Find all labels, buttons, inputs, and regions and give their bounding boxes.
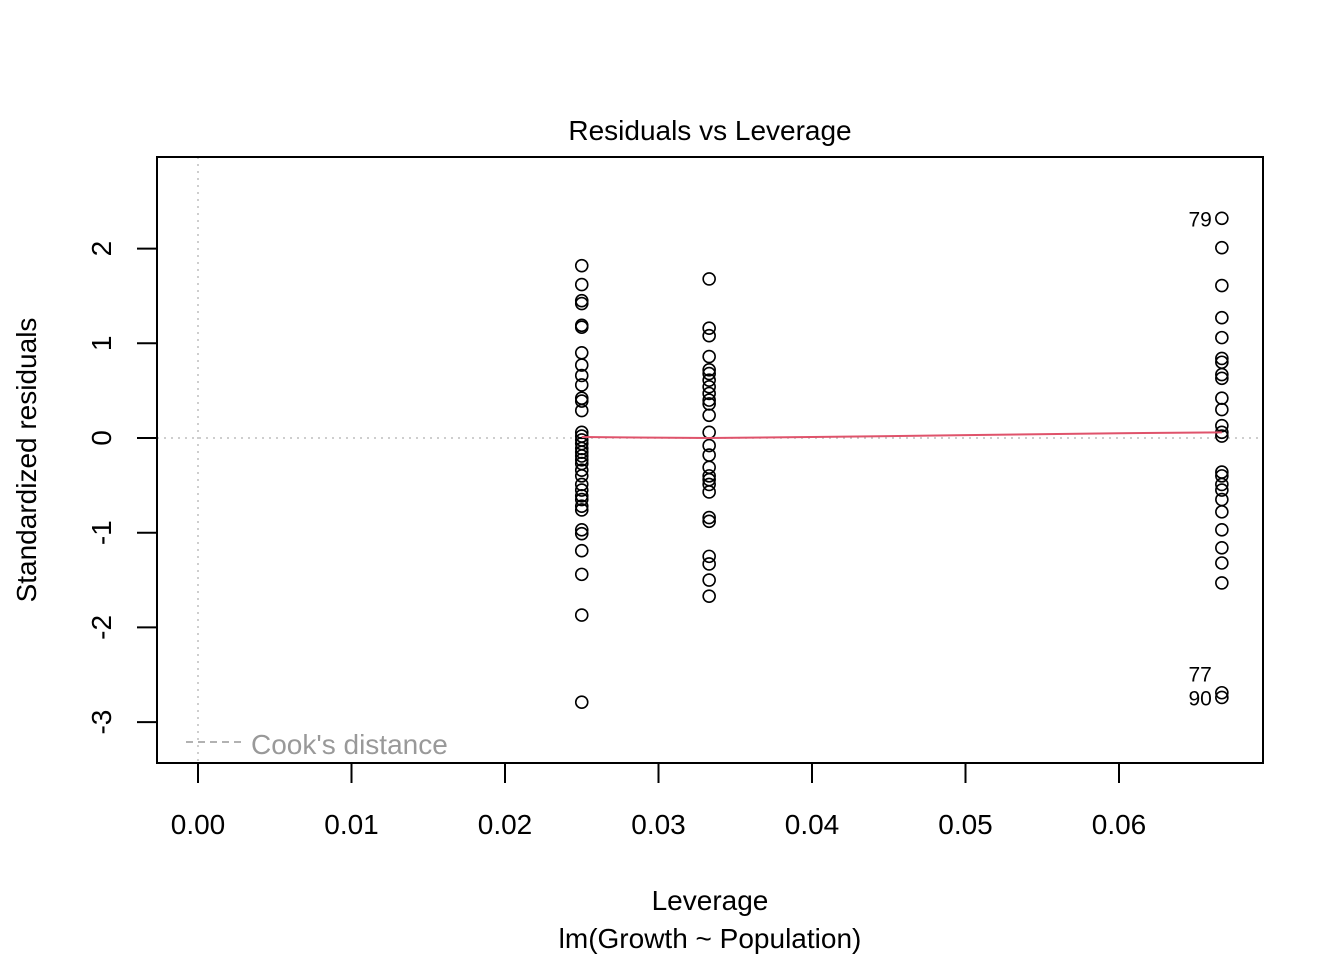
x-tick-label: 0.03 [631,809,686,840]
data-point [702,366,716,381]
data-point [702,328,716,343]
data-point [1215,278,1229,293]
data-point [574,492,589,507]
data-point [702,272,716,286]
data-point [574,394,589,408]
point-label: 90 [1188,687,1211,710]
data-point [574,368,589,383]
data-point [574,449,589,463]
data-point [1215,541,1229,555]
data-point [1215,556,1229,570]
data-point [1215,576,1229,590]
data-point [574,503,589,517]
x-tick-label: 0.00 [171,809,226,840]
data-point [702,386,716,401]
data-point [1215,402,1229,417]
data-point [702,573,716,587]
smoother-line [581,431,1222,440]
data-point [574,358,589,372]
y-axis-label: Standardized residuals [11,318,42,603]
data-point [702,321,716,335]
data-point [1215,240,1229,255]
data-point [702,549,716,564]
data-point [1215,211,1229,226]
x-tick-label: 0.04 [785,809,840,840]
x-tick-label: 0.02 [478,809,533,840]
data-point [574,469,589,483]
data-point [1215,371,1229,386]
x-tick-label: 0.06 [1092,809,1147,840]
data-point [702,349,716,364]
data-point [702,363,716,377]
data-point [574,526,589,541]
data-point [1215,685,1229,700]
x-tick-label: 0.01 [324,809,379,840]
data-point [1215,469,1229,483]
y-tick-label: -3 [86,710,117,735]
data-point [1215,429,1229,443]
data-point [702,393,716,407]
data-point [702,425,716,440]
data-point [1215,690,1229,705]
data-point [702,485,716,499]
data-point [574,320,589,335]
data-point [1215,483,1229,497]
data-point [1215,367,1229,382]
data-point [574,258,589,273]
data-point [574,277,589,292]
y-tick-label: 1 [86,336,117,352]
data-point [574,293,589,308]
data-point [702,514,716,529]
data-point [574,345,589,360]
data-point [1215,505,1229,519]
data-point [702,510,716,525]
data-point [702,469,716,483]
data-point [574,499,589,513]
data-point [574,543,589,558]
cooks-distance-legend-label: Cook's distance [251,729,448,760]
data-point [702,589,716,603]
data-point [574,608,589,622]
chart-title: Residuals vs Leverage [568,115,851,146]
x-tick-label: 0.05 [938,809,993,840]
data-point [1215,523,1229,537]
data-point [574,403,589,418]
data-point [1215,310,1229,325]
data-point [702,380,716,394]
data-point [702,557,716,571]
data-point [574,452,589,467]
data-point [1215,418,1229,433]
x-axis-label: Leverage [652,885,769,916]
data-point [702,373,716,388]
data-point [574,523,589,537]
plot-frame [156,156,1264,764]
model-subtitle: lm(Growth ~ Population) [559,923,862,954]
point-label: 79 [1188,208,1211,231]
data-point [702,477,716,492]
data-point [574,378,589,392]
y-tick-label: -1 [86,520,117,545]
y-tick-label: -2 [86,615,117,640]
data-point [574,391,589,406]
y-tick-label: 0 [86,430,117,446]
data-point [574,463,589,477]
data-point [574,567,589,582]
data-point [702,408,716,423]
data-point [702,438,716,453]
data-point [574,488,589,503]
point-label: 77 [1188,663,1211,686]
data-point [1215,330,1229,345]
y-tick-label: 2 [86,241,117,257]
data-point [574,695,589,710]
data-point [574,296,589,311]
data-point [1215,477,1229,492]
data-point [574,483,589,497]
data-point [1215,351,1229,366]
data-point [1215,391,1229,406]
